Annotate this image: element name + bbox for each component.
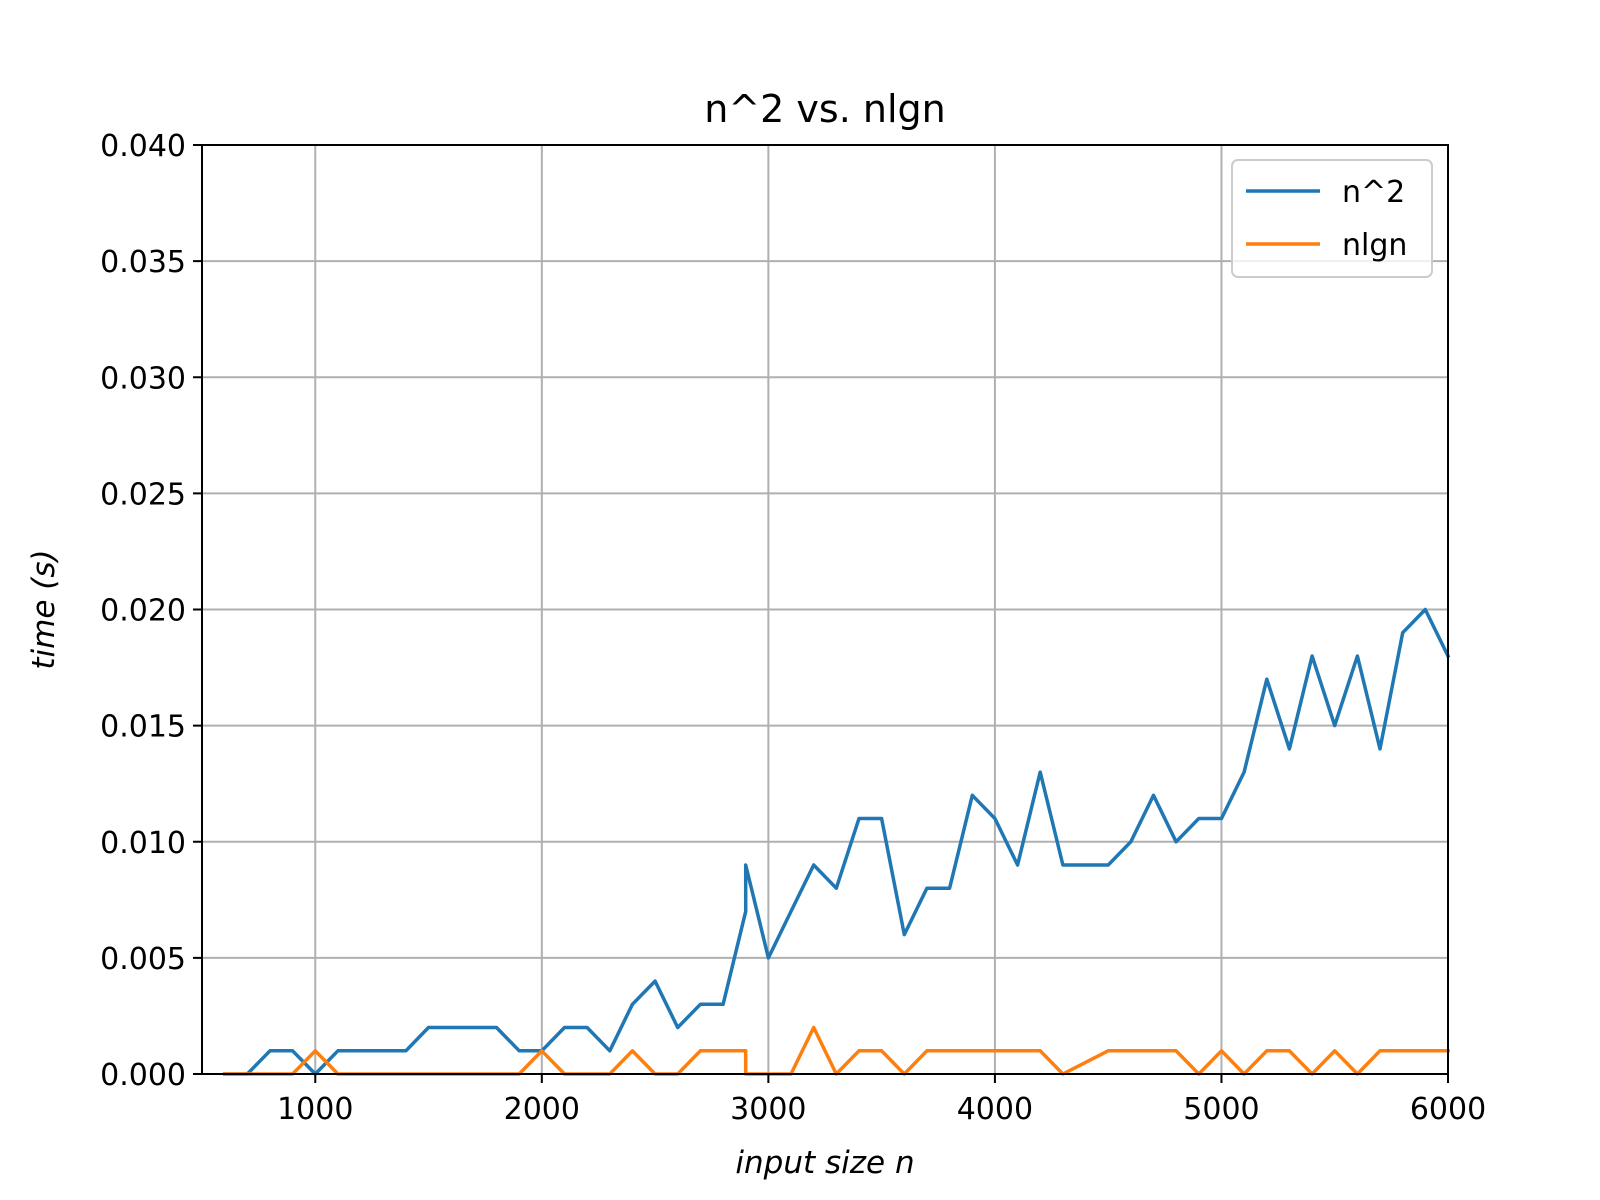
series-line-n2 — [222, 607, 1451, 1076]
y-tick-label: 0.035 — [100, 245, 186, 280]
y-tick-label: 0.025 — [100, 477, 186, 512]
x-tick-label: 3000 — [730, 1092, 806, 1127]
legend-label-n2: n^2 — [1342, 175, 1405, 210]
y-axis-label: time (s) — [26, 549, 62, 669]
chart-title: n^2 vs. nlgn — [704, 87, 945, 131]
y-tick-label: 0.000 — [100, 1058, 186, 1093]
y-tick-label: 0.010 — [100, 826, 186, 861]
y-tick-label: 0.020 — [100, 594, 186, 629]
axis-ticks: 1000 2000 3000 4000 5000 6000 0.000 0.005 0.010 0… — [100, 129, 1486, 1127]
x-tick-label: 5000 — [1183, 1092, 1259, 1127]
y-tick-label: 0.005 — [100, 942, 186, 977]
y-tick-label: 0.040 — [100, 129, 186, 164]
legend-label-nlgn: nlgn — [1342, 228, 1407, 263]
y-tick-label: 0.015 — [100, 710, 186, 745]
x-tick-label: 1000 — [277, 1092, 353, 1127]
legend: n^2 nlgn — [1231, 159, 1433, 278]
x-axis-label: input size n — [735, 1145, 914, 1181]
x-tick-label: 2000 — [504, 1092, 580, 1127]
x-tick-label: 6000 — [1410, 1092, 1486, 1127]
x-tick-label: 4000 — [957, 1092, 1033, 1127]
y-tick-label: 0.030 — [100, 361, 186, 396]
